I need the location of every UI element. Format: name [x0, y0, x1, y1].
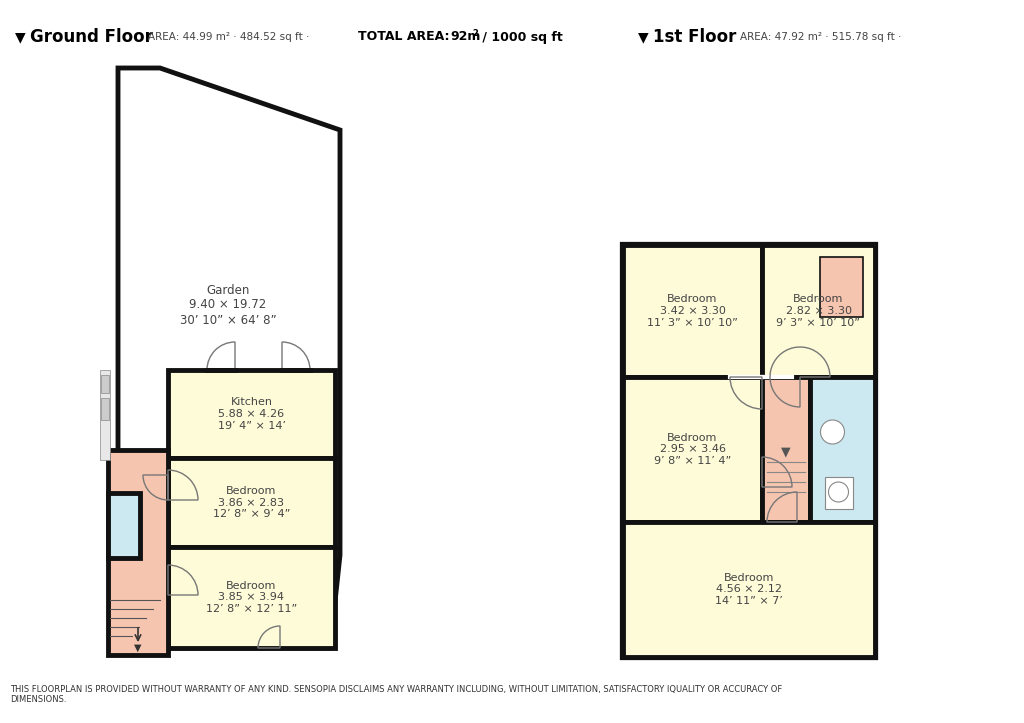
Bar: [168, 458, 335, 547]
Bar: [108, 493, 140, 558]
Bar: [810, 377, 874, 522]
Text: AREA: 47.92 m² · 515.78 sq ft ·: AREA: 47.92 m² · 515.78 sq ft ·: [740, 32, 901, 42]
Text: Kitchen
5.88 × 4.26
19’ 4” × 14’: Kitchen 5.88 × 4.26 19’ 4” × 14’: [217, 398, 286, 431]
Circle shape: [828, 482, 849, 502]
Text: Bedroom
3.85 × 3.94
12’ 8” × 12’ 11”: Bedroom 3.85 × 3.94 12’ 8” × 12’ 11”: [206, 581, 297, 614]
Bar: [100, 370, 110, 460]
Text: AREA: 44.99 m² · 484.52 sq ft ·: AREA: 44.99 m² · 484.52 sq ft ·: [148, 32, 309, 42]
Text: Garden
9.40 × 19.72
30’ 10” × 64’ 8”: Garden 9.40 × 19.72 30’ 10” × 64’ 8”: [179, 283, 276, 327]
Bar: [623, 245, 762, 377]
Text: ▼: ▼: [781, 445, 791, 458]
Bar: [101, 398, 109, 420]
Bar: [168, 547, 335, 648]
Text: / 1000 sq ft: / 1000 sq ft: [478, 30, 563, 43]
Text: Bedroom
3.86 × 2.83
12’ 8” × 9’ 4”: Bedroom 3.86 × 2.83 12’ 8” × 9’ 4”: [213, 486, 290, 519]
Text: Bedroom
2.95 × 3.46
9’ 8” × 11’ 4”: Bedroom 2.95 × 3.46 9’ 8” × 11’ 4”: [654, 433, 731, 466]
Bar: [623, 245, 874, 657]
Text: 2: 2: [472, 28, 478, 38]
Text: Bedroom
2.82 × 3.30
9’ 3” × 10’ 10”: Bedroom 2.82 × 3.30 9’ 3” × 10’ 10”: [776, 294, 860, 328]
Text: ▼: ▼: [134, 643, 141, 653]
Bar: [101, 375, 109, 393]
Bar: [824, 477, 853, 509]
Bar: [623, 377, 762, 522]
Text: ▼: ▼: [15, 30, 26, 44]
Bar: [168, 370, 335, 458]
Text: 92m: 92m: [450, 30, 480, 43]
Bar: [820, 257, 863, 317]
Bar: [762, 377, 810, 522]
Bar: [108, 450, 168, 655]
Bar: [762, 245, 874, 377]
Text: TOTAL AREA:: TOTAL AREA:: [358, 30, 450, 43]
Text: THIS FLOORPLAN IS PROVIDED WITHOUT WARRANTY OF ANY KIND. SENSOPIA DISCLAIMS ANY : THIS FLOORPLAN IS PROVIDED WITHOUT WARRA…: [10, 685, 782, 704]
Text: Bedroom
3.42 × 3.30
11’ 3” × 10’ 10”: Bedroom 3.42 × 3.30 11’ 3” × 10’ 10”: [647, 294, 738, 328]
Text: ▼: ▼: [638, 30, 648, 44]
Circle shape: [820, 420, 845, 444]
Bar: [623, 522, 874, 657]
Polygon shape: [118, 68, 340, 648]
Text: Ground Floor: Ground Floor: [30, 28, 153, 46]
Text: Bedroom
4.56 × 2.12
14’ 11” × 7’: Bedroom 4.56 × 2.12 14’ 11” × 7’: [715, 573, 783, 606]
Text: 1st Floor: 1st Floor: [653, 28, 736, 46]
